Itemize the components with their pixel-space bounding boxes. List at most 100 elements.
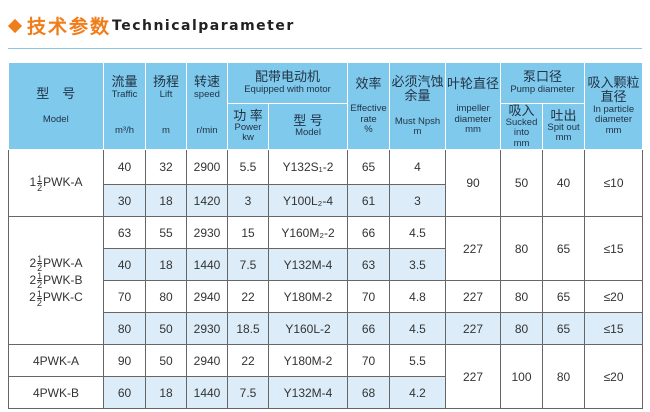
cell: Y100L₂-4 [267,184,349,218]
cell: 61 [347,184,391,218]
group-cell: 65 [542,280,586,314]
group-cell: 227 [445,312,502,346]
cell: 40 [103,149,146,186]
header-particle: 吸入颗粒直径 In particle diameter mm [584,63,644,151]
group-cell: ≤20 [584,280,644,314]
cell: 15 [227,216,269,250]
cell: Y132S₁-2 [267,149,349,186]
group-cell: ≤20 [584,344,644,410]
cell: 3 [389,184,447,218]
cell: 65 [347,149,391,186]
cell: 2930 [186,216,228,250]
header-outlet: 吐出 Spit out mm [542,103,586,151]
cell: 4 [389,149,447,186]
cell: 90 [103,344,146,378]
cell: 18.5 [227,312,269,346]
cell: 66 [347,312,391,346]
header-motor-model: 型 号 Model [268,103,349,151]
cell: 50 [145,312,187,346]
cell: 1440 [186,248,228,282]
cell: 55 [145,216,187,250]
group-cell: 80 [500,216,544,282]
cell: 18 [145,184,187,218]
cell: 2900 [186,149,228,186]
group-cell: 50 [500,149,544,218]
table-row: 70 80 2940 22 Y180M-2 70 4.8 227 80 65 ≤20 [9,280,644,314]
cell: Y180M-2 [267,280,349,314]
group-cell: 80 [500,280,544,314]
group-cell: 227 [445,280,502,314]
table-row: 40 18 1440 7.5 Y132M-4 63 3.5 [9,248,643,282]
cell: 3 [227,184,269,218]
cell: 22 [227,344,269,378]
cell: 1440 [186,376,228,410]
header-lift: 扬程 Lift m [145,63,187,151]
cell: 7.5 [227,248,269,282]
group-cell: 65 [542,312,586,346]
group-cell: 227 [445,216,502,282]
cell: 63 [347,248,391,282]
section-title: 技术参数 Technicalparameter [7,12,295,39]
cell: 80 [145,280,187,314]
header-power: 功 率 Power kw [227,103,269,151]
cell: 3.5 [389,248,447,282]
cell: 4.5 [389,216,447,250]
cell: 18 [145,248,187,282]
cell: 7.5 [227,376,269,410]
header-efficiency: 效率 Effective rate% [347,63,391,151]
cell: 66 [347,216,391,250]
header-impeller: 叶轮直径 impeller diameter mm [445,63,502,151]
table-row: 1 1 2 PWK-A 40 32 2900 5.5 Y132S₁-2 65 4 90 50 40 ≤10 [8,149,644,218]
group-cell: ≤15 [584,216,644,282]
cell: 1420 [186,184,228,218]
group-cell: 40 [542,149,586,218]
cell: 5.5 [227,149,269,186]
cell: 5.5 [389,344,447,378]
cell: Y132M-4 [267,248,349,282]
cell: 50 [145,344,187,378]
cell: 70 [347,280,391,314]
cell: Y160M₂-2 [267,216,349,250]
cell: Y180M-2 [267,344,349,378]
table-row: 4PWK-A 90 50 2940 22 Y180M-2 70 5.5 227 100 80 ≤20 [8,344,644,410]
table-row: 2 1 2 PWK-A 2 1 2 PWK-B 2 1 2 PWK-C 63 55 2930 15 Y160M₂… [8,216,644,346]
table-row: 30 18 1420 3 Y100L₂-4 61 3 [9,184,643,218]
model-cell: 4PWK-A [8,344,104,378]
cell: 4.8 [389,280,447,314]
cell: Y160L-2 [267,312,349,346]
cell: 60 [103,376,146,410]
group-cell: 65 [542,216,586,282]
parameter-table: 型 号 Model 流量 Traffic m³/h 扬程 Lift m 转速 speed r/… [8,63,644,410]
group-cell: 90 [445,149,502,218]
cell: 70 [347,344,391,378]
model-cell: 4PWK-B [8,376,104,410]
header-model: 型 号 Model [8,63,104,151]
diamond-icon [7,18,23,33]
table-row: 80 50 2930 18.5 Y160L-2 66 4.5 227 80 65 ≤15 [9,312,644,346]
header-speed: 转速 speed r/min [186,63,228,151]
group-cell: ≤15 [584,312,644,346]
divider [8,48,642,49]
cell: 32 [145,149,187,186]
cell: Y132M-4 [267,376,349,410]
cell: 68 [347,376,391,410]
cell: 40 [103,248,146,282]
title-cn: 技术参数 [27,16,112,38]
cell: 63 [103,216,146,250]
cell: 30 [103,184,146,218]
header-suction: 吸入 Sucked into mm [500,103,544,151]
header-traffic: 流量 Traffic m³/h [103,63,146,151]
model-cell: 2 1 2 PWK-A 2 1 2 PWK-B 2 1 2 PWK-C [8,216,104,346]
cell: 4.5 [389,312,447,346]
cell: 18 [145,376,187,410]
model-cell: 1 1 2 PWK-A [8,149,104,218]
group-cell: 227 [445,344,502,410]
header-motor: 配带电动机 Equipped with motor [227,63,349,104]
header-pump-diameter: 泵口径 Pump diameter [500,63,586,104]
cell: 4.2 [389,376,447,410]
cell: 22 [227,280,269,314]
cell: 2940 [186,344,228,378]
cell: 70 [103,280,146,314]
group-cell: 80 [542,344,586,410]
cell: 80 [103,312,146,346]
